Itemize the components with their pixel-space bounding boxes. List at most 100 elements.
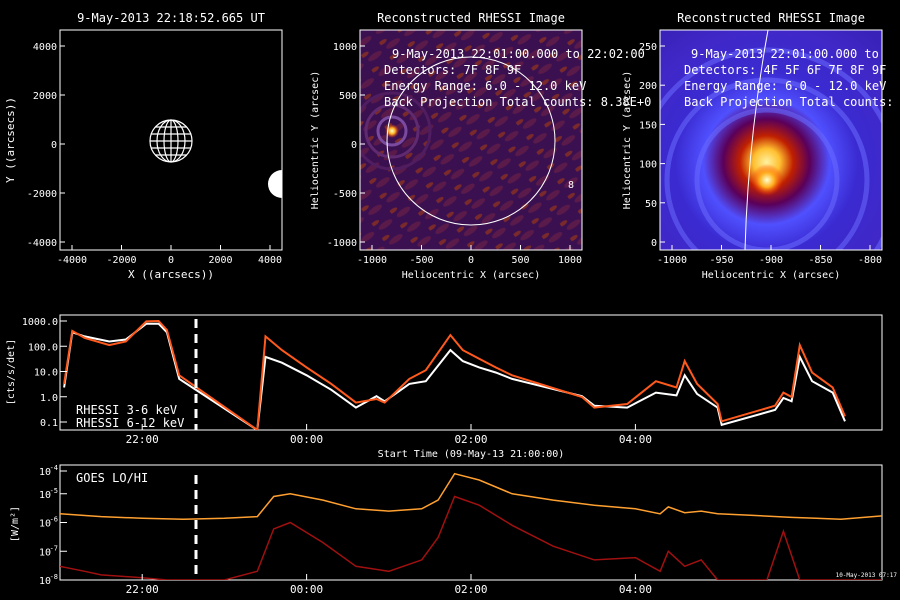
x-tick-label: 0 [168, 255, 174, 266]
limb-circle-wide [386, 56, 556, 226]
x-tick-label: -800 [858, 255, 882, 266]
svg-text:8: 8 [568, 180, 574, 191]
rhessi-wide-info: 9-May-2013 22:01:00.000 to 22:02:00 Dete… [384, 47, 651, 109]
y-tick-label: 10 [39, 576, 51, 587]
solar-y-ticks: 4000 2000 0 -2000 -4000 [27, 42, 65, 249]
goes-series-line [60, 472, 882, 520]
y-tick-label: 200 [639, 81, 657, 92]
x-tick-label: 04:00 [619, 433, 652, 446]
y-tick-label: 2000 [33, 91, 57, 102]
y-tick-label: 10 [39, 490, 51, 501]
rhessi-zoom-title: Reconstructed RHESSI Image [677, 11, 865, 25]
rhessi-zoom-panel: Reconstructed RHESSI Image 9-May-2013 22… [622, 11, 894, 281]
limb-arc-zoom [744, 30, 769, 250]
y-tick-label: 250 [639, 42, 657, 53]
x-tick-label: -900 [759, 255, 783, 266]
y-tick-label: 100.0 [28, 342, 58, 353]
goes-stamp: 10-May-2013 07:17 [836, 572, 898, 579]
y-tick-label: 4000 [33, 42, 57, 53]
rhessi-lc-frame [59, 314, 883, 431]
rhessi-wide-ylabel: Heliocentric Y (arcsec) [310, 71, 321, 209]
x-tick-label: -2000 [106, 255, 136, 266]
y-tick-exponent: -4 [50, 464, 58, 472]
x-tick-label: 2000 [208, 255, 232, 266]
x-tick-label: 04:00 [619, 583, 652, 596]
rhessi-zoom-image [660, 30, 882, 250]
y-tick-label: 10 [39, 467, 51, 478]
solar-xlabel: X ((arcsecs)) [128, 268, 214, 281]
flare-source-zoom [751, 164, 783, 196]
rhessi-lc-ylabel: [cts/s/det] [6, 339, 17, 405]
rhessi-zoom-x-ticks: -1000 -950 -900 -850 -800 [657, 245, 882, 266]
y-tick-label: 1000 [333, 42, 357, 53]
rhessi-wide-title: Reconstructed RHESSI Image [377, 11, 565, 25]
solar-panel: 9-May-2013 22:18:52.665 UT Y ((arcsecs))… [4, 11, 283, 281]
x-tick-label: 500 [511, 255, 529, 266]
solar-x-ticks: -4000 -2000 0 2000 4000 [57, 245, 282, 266]
x-tick-label: -950 [709, 255, 733, 266]
x-tick-label: 0 [468, 255, 474, 266]
y-tick-label: 50 [645, 199, 657, 210]
y-tick-label: 10.0 [34, 368, 58, 379]
rhessi-lc-x-ticks: 22:00 00:00 02:00 04:00 [126, 424, 652, 446]
x-tick-label: 4000 [258, 255, 282, 266]
y-tick-exponent: -5 [50, 487, 58, 495]
x-tick-label: 02:00 [454, 583, 487, 596]
offdisk-moon [268, 170, 282, 198]
rhessi-series-line [63, 322, 846, 430]
x-tick-label: -1000 [357, 255, 387, 266]
rhessi-zoom-line-2: Detectors: 4F 5F 6F 7F 8F 9F [684, 63, 886, 77]
goes-ylabel: [W/m²] [10, 506, 21, 542]
rhessi-wide-image: 8 [360, 30, 582, 250]
goes-frame [59, 464, 883, 581]
goes-label: GOES LO/HI [76, 471, 148, 485]
rhessi-zoom-xlabel: Heliocentric X (arcsec) [702, 270, 840, 281]
y-tick-exponent: -6 [50, 516, 58, 524]
rhessi-zoom-y-ticks: 250 200 150 100 50 0 [639, 42, 665, 249]
x-tick-label: 22:00 [126, 583, 159, 596]
rhessi-zoom-line-3: Energy Range: 6.0 - 12.0 keV [684, 79, 886, 93]
x-tick-label: -500 [409, 255, 433, 266]
y-tick-label: 0 [51, 140, 57, 151]
y-tick-label: 0 [351, 140, 357, 151]
rhessi-series-line [63, 319, 846, 430]
y-tick-label: -500 [333, 189, 357, 200]
y-tick-label: 1.0 [40, 393, 58, 404]
y-tick-exponent: -8 [50, 573, 58, 581]
y-tick-label: 0.1 [40, 418, 58, 429]
goes-x-ticks: 22:00 00:00 02:00 04:00 [126, 574, 652, 596]
rhessi-lc-legend-1: RHESSI 3-6 keV [76, 403, 177, 417]
rhessi-wide-line-2: Detectors: 7F 8F 9F [384, 63, 521, 77]
x-tick-label: 00:00 [290, 433, 323, 446]
rhessi-wide-line-3: Energy Range: 6.0 - 12.0 keV [384, 79, 586, 93]
y-tick-exponent: -7 [50, 544, 58, 552]
y-tick-label: -1000 [327, 238, 357, 249]
y-tick-label: 0 [651, 238, 657, 249]
y-tick-label: 150 [639, 120, 657, 131]
solar-title: 9-May-2013 22:18:52.665 UT [77, 11, 265, 25]
x-tick-label: -4000 [57, 255, 87, 266]
goes-lightcurve-panel: GOES LO/HI [W/m²] 10-May-2013 07:17 10-4… [10, 464, 897, 596]
x-tick-label: 1000 [558, 255, 582, 266]
rhessi-zoom-line-4: Back Projection Total counts: [684, 95, 894, 109]
rhessi-lightcurve-panel: RHESSI 3-6 keV RHESSI 6-12 keV [cts/s/de… [6, 314, 883, 460]
y-tick-label: 1000.0 [22, 317, 58, 328]
rhessi-wide-line-1: 9-May-2013 22:01:00.000 to 22:02:00 [392, 47, 645, 61]
rhessi-lc-y-ticks: 1000.0 100.0 10.0 1.0 0.1 [22, 317, 67, 429]
x-tick-label: -850 [808, 255, 832, 266]
y-tick-label: 500 [339, 91, 357, 102]
rhessi-wide-line-4: Back Projection Total counts: 8.38E+0 [384, 95, 651, 109]
x-tick-label: -1000 [657, 255, 687, 266]
rhessi-zoom-ylabel: Heliocentric Y (arcsec) [622, 71, 633, 209]
goes-plot [60, 472, 882, 580]
y-tick-label: 10 [39, 519, 51, 530]
rhessi-wide-panel: Reconstructed RHESSI Image 8 9-May-2013 … [310, 11, 651, 281]
sun-globe [149, 119, 193, 163]
rhessi-lc-legend-2: RHESSI 6-12 keV [76, 416, 184, 430]
rhessi-lc-xlabel: Start Time (09-May-13 21:00:00) [378, 449, 565, 460]
goes-y-ticks: 10-410-510-610-710-8 [39, 464, 67, 587]
goes-series-line [60, 495, 882, 580]
rhessi-wide-y-ticks: 1000 500 0 -500 -1000 [327, 42, 365, 249]
y-tick-label: -2000 [27, 189, 57, 200]
